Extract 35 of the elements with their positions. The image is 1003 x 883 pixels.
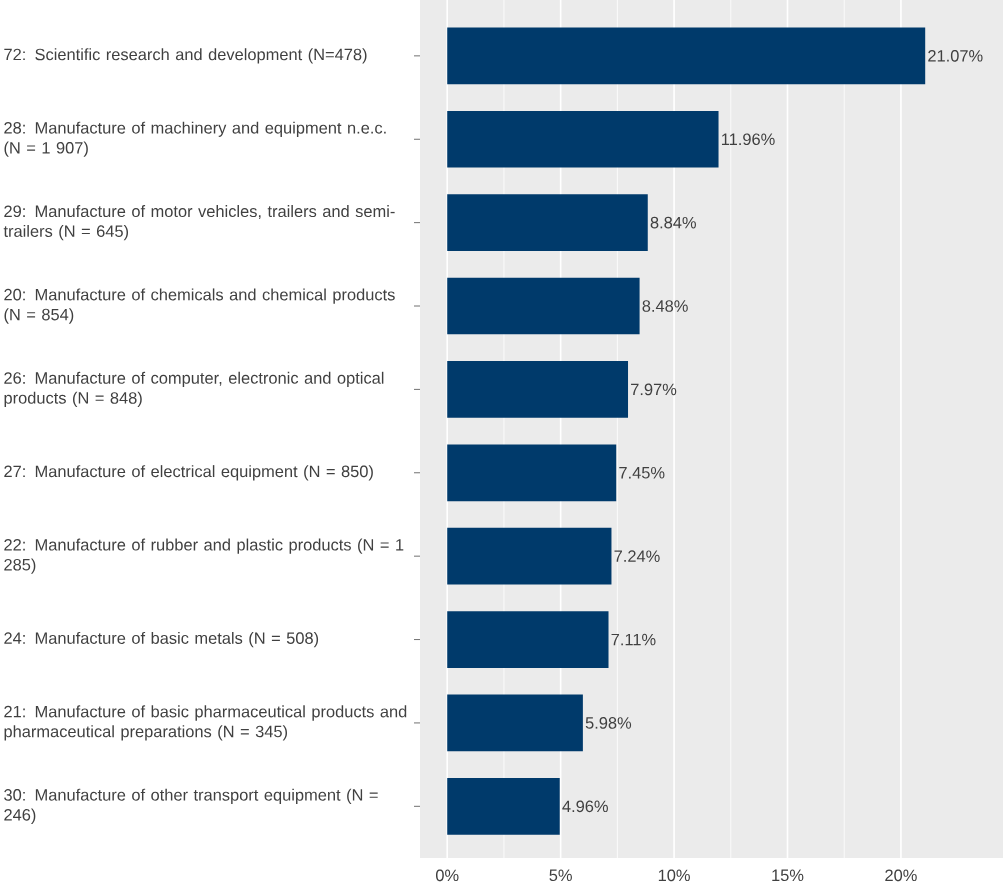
data-label: 11.96% [721,133,775,146]
bar [447,27,926,85]
bar [447,194,648,251]
y-tick-label: 21: Manufacture of basic pharmaceutical products and pharmaceutical preparations (N = 345) [4,705,407,741]
y-tick-label: 26: Manufacture of computer, electronic and optical products (N = 848) [4,371,384,408]
y-tick-label: 22: Manufacture of rubber and plastic products (N = 1 285) [4,538,404,574]
x-tick-label: 20% [885,869,917,882]
data-label: 21.07% [928,50,983,62]
bar [447,361,629,418]
y-tick-label: 30: Manufacture of other transport equipment (N = 246) [4,788,378,824]
x-tick-label: 5% [549,869,572,882]
y-tick-label: 24: Manufacture of basic metals (N = 508) [4,631,319,648]
x-tick-label: 0% [435,869,459,882]
bar [447,444,617,502]
y-tick-label: 29: Manufacture of motor vehicles, trailers and semi-trailers (N = 645) [3,205,395,241]
data-label: 8.84% [650,216,696,229]
bar [447,110,719,168]
data-label: 8.48% [642,300,688,312]
data-label: 7.97% [631,383,677,396]
bar [447,694,583,752]
bar [447,527,612,585]
data-label: 7.11% [611,633,656,646]
bar [447,277,640,335]
bar [447,611,609,668]
y-tick-label: 28: Manufacture of machinery and equipment n.e.c. (N = 1 907) [4,121,386,157]
data-label: 4.96% [562,800,608,813]
data-label: 5.98% [585,717,632,729]
bar [447,777,560,835]
y-tick-label: 20: Manufacture of chemicals and chemical products (N = 854) [4,288,395,324]
y-tick-label: 27: Manufacture of electrical equipment (N = 850) [4,465,373,481]
data-label: 7.24% [614,550,660,562]
x-tick-label: 15% [772,869,804,882]
y-tick-label: 72: Scientific research and development (N=478) [4,48,367,64]
x-tick-label: 10% [658,869,690,882]
data-label: 7.45% [619,467,665,479]
